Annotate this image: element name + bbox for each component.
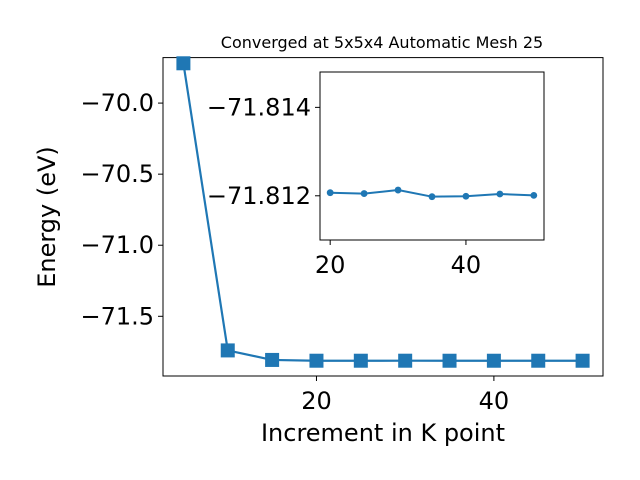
main-data-point [486, 353, 501, 368]
inset-data-point [496, 190, 504, 198]
main-data-point [265, 352, 280, 367]
main-data-point [176, 56, 191, 71]
main-data-point [220, 343, 235, 358]
x-axis-label: Increment in K point [261, 419, 505, 447]
main-y-tick-label: −71.5 [80, 302, 154, 330]
inset-y-ticks: −71.814 −71.812 [207, 93, 320, 210]
main-data-point [353, 353, 368, 368]
main-data-point [398, 353, 413, 368]
main-data-point [442, 353, 457, 368]
main-plot-frame [162, 57, 604, 377]
inset-x-ticks: 20 40 [315, 240, 481, 279]
chart-title: Converged at 5x5x4 Automatic Mesh 25 [221, 33, 543, 52]
main-data-point [309, 353, 324, 368]
main-x-tick-label: 40 [479, 387, 510, 415]
main-data-point [575, 353, 590, 368]
inset-x-tick-label: 40 [451, 251, 482, 279]
y-axis-label: Energy (eV) [33, 146, 61, 288]
main-y-tick-label: −71.0 [80, 231, 154, 259]
main-plot: Converged at 5x5x4 Automatic Mesh 25 −71… [33, 33, 604, 447]
inset-series-markers [326, 186, 538, 201]
inset-data-point [462, 192, 470, 200]
inset-data-point [428, 193, 436, 201]
main-y-tick-label: −70.0 [80, 89, 154, 117]
inset-plot: −71.814−71.812 20 40 [207, 71, 545, 279]
main-x-tick-label: 20 [301, 387, 332, 415]
main-y-ticks: −71.5 −71.0 −70.5 −70.0 [80, 89, 163, 330]
inset-y-tick-label: −71.814 [207, 93, 311, 121]
main-series-line [182, 63, 583, 362]
inset-y-tick-label: −71.812 [207, 182, 311, 210]
main-data-point [531, 353, 546, 368]
inset-x-tick-label: 20 [315, 251, 346, 279]
inset-data-point [360, 190, 368, 197]
inset-plot-frame [319, 71, 545, 241]
inset-data-point [394, 186, 402, 194]
main-series-markers [176, 56, 590, 368]
inset-data-point [530, 191, 538, 199]
main-x-ticks: 20 40 [301, 376, 509, 415]
inset-data-point [326, 189, 334, 197]
main-y-tick-label: −70.5 [80, 160, 154, 188]
inset-plot-background [320, 72, 544, 240]
